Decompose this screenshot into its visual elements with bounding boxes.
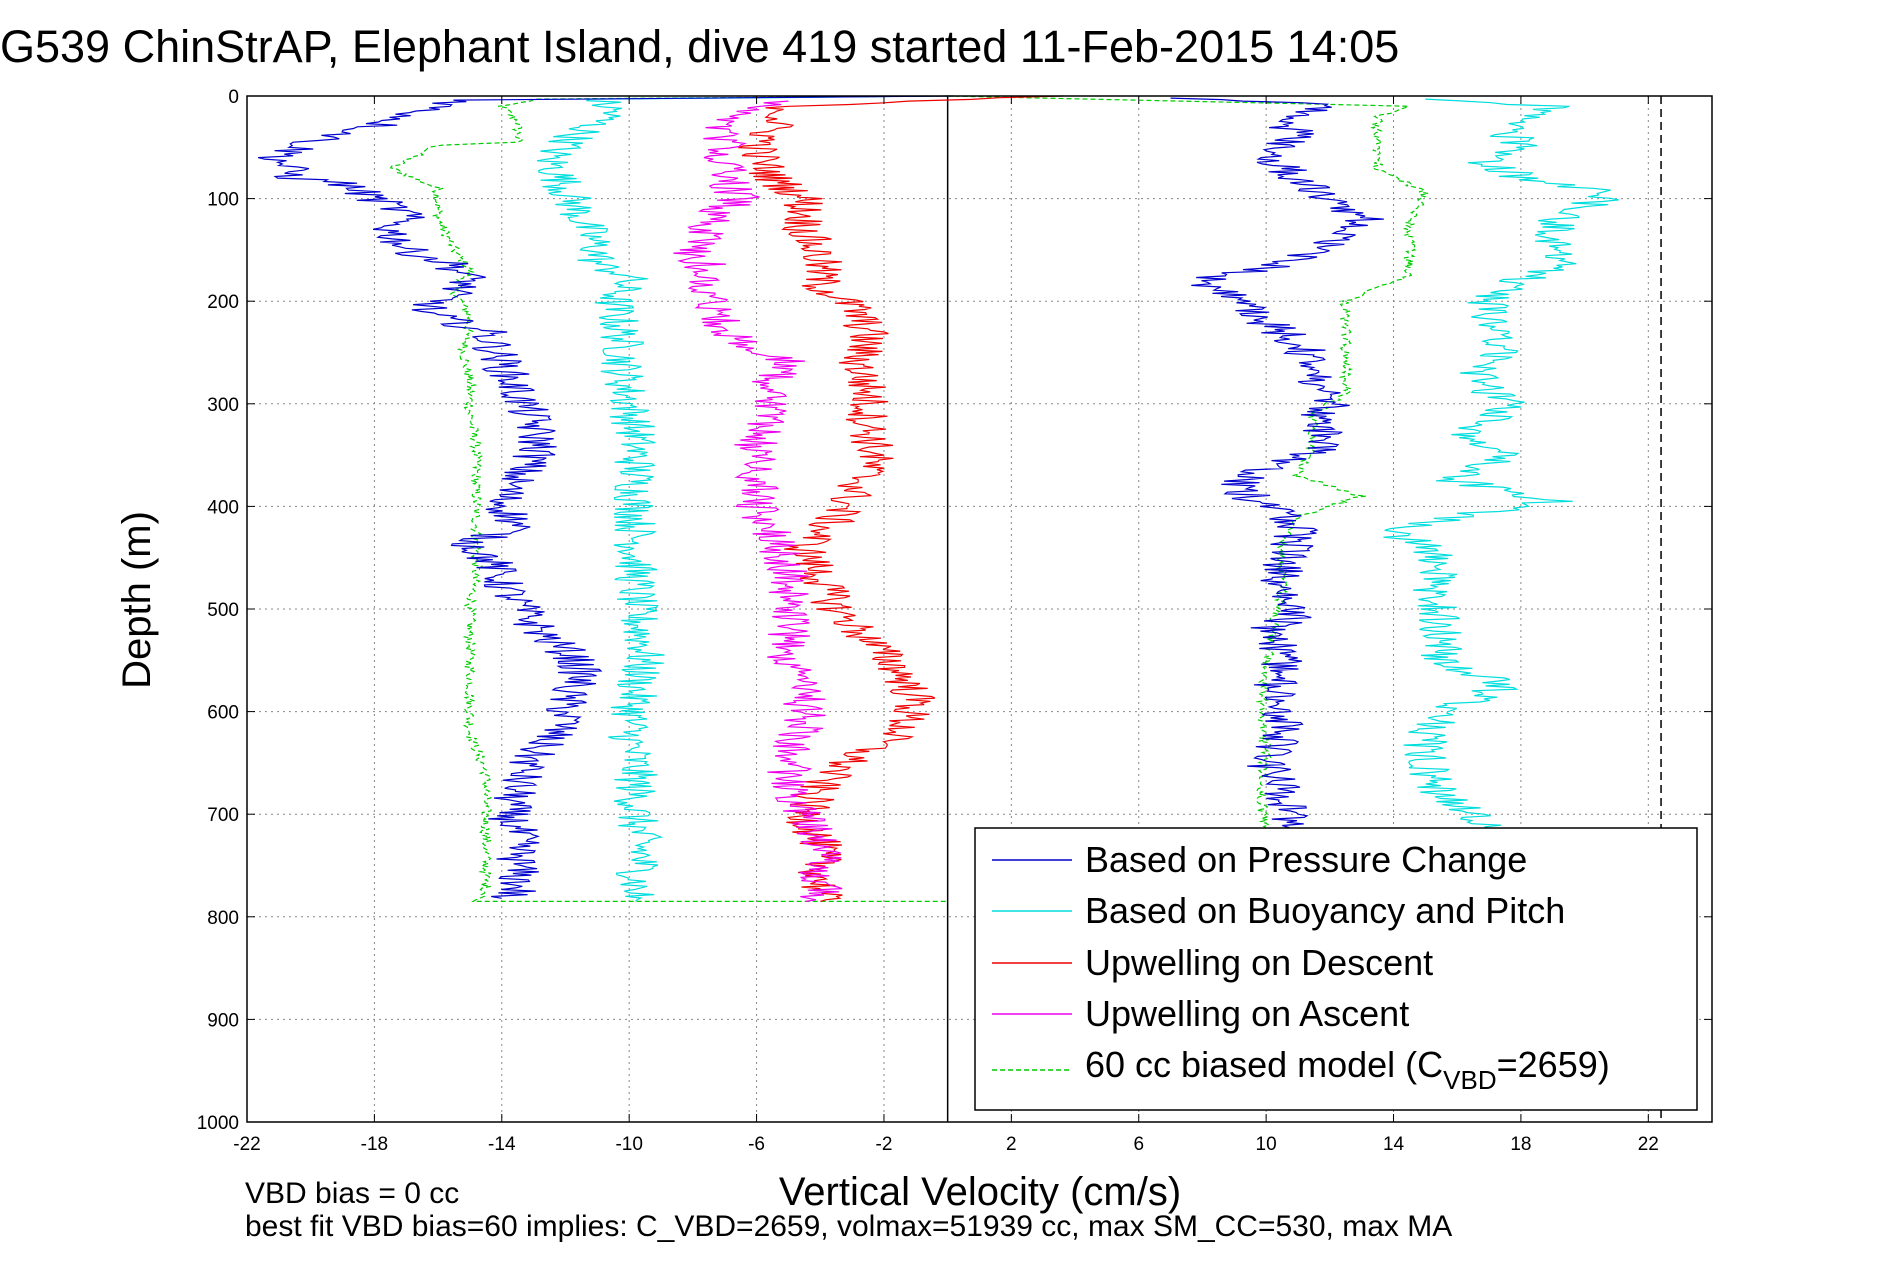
legend-label-tail: =2659) bbox=[1497, 1044, 1610, 1085]
y-tick-label-4: 400 bbox=[207, 497, 239, 518]
x-tick-label-10: 18 bbox=[1510, 1134, 1531, 1155]
y-axis-ticks: 0 100 200 300 400 500 600 700 800 900 1000 bbox=[197, 87, 1712, 1134]
y-tick-label-10: 1000 bbox=[197, 1113, 239, 1134]
series-1 bbox=[536, 95, 1619, 902]
x-axis-label: Vertical Velocity (cm/s) bbox=[779, 1170, 1181, 1214]
reference-lines bbox=[946, 96, 1662, 1122]
legend-label-2: Upwelling on Descent bbox=[1085, 942, 1433, 983]
chart-title: G539 ChinStrAP, Elephant Island, dive 41… bbox=[0, 21, 1399, 72]
annotation-best-fit: best fit VBD bias=60 implies: C_VBD=2659… bbox=[245, 1210, 1452, 1243]
x-tick-label-6: 2 bbox=[1006, 1134, 1017, 1155]
legend-box bbox=[974, 827, 1698, 1111]
series-1-descent-line bbox=[536, 95, 929, 902]
legend-label-3: Upwelling on Ascent bbox=[1085, 993, 1409, 1034]
y-tick-label-7: 700 bbox=[207, 805, 239, 826]
x-tick-label-9: 14 bbox=[1383, 1134, 1405, 1155]
series-2-line-line bbox=[738, 95, 1064, 902]
series-4 bbox=[389, 95, 1429, 902]
x-tick-label-3: -10 bbox=[615, 1134, 642, 1155]
x-tick-label-2: -14 bbox=[488, 1134, 516, 1155]
x-tick-label-4: -6 bbox=[748, 1134, 765, 1155]
y-tick-label-3: 300 bbox=[207, 395, 239, 416]
y-tick-label-6: 600 bbox=[207, 703, 239, 724]
x-tick-label-8: 10 bbox=[1256, 1134, 1277, 1155]
x-axis-ticks: -22 -18 -14 -10 -6 -2 2 6 10 14 18 22 bbox=[233, 96, 1659, 1155]
series-4-descent-line bbox=[389, 95, 950, 902]
y-tick-label-1: 100 bbox=[207, 190, 239, 211]
y-tick-label-0: 0 bbox=[228, 87, 239, 108]
x-tick-label-7: 6 bbox=[1133, 1134, 1144, 1155]
series-3 bbox=[673, 100, 843, 902]
x-tick-label-11: 22 bbox=[1638, 1134, 1659, 1155]
series-2 bbox=[738, 95, 1064, 902]
y-axis-label: Depth (m) bbox=[115, 511, 159, 689]
series-layer bbox=[257, 95, 1619, 902]
y-tick-label-8: 800 bbox=[207, 908, 239, 929]
y-tick-label-5: 500 bbox=[207, 600, 239, 621]
series-4-ascent-line bbox=[947, 95, 1429, 902]
legend-label-1: Based on Buoyancy and Pitch bbox=[1085, 890, 1565, 931]
legend: Based on Pressure Change Based on Buoyanc… bbox=[974, 827, 1698, 1111]
x-tick-label-5: -2 bbox=[876, 1134, 893, 1155]
series-0 bbox=[257, 95, 1384, 902]
x-tick-label-0: -22 bbox=[233, 1134, 260, 1155]
series-1-ascent-line bbox=[1383, 98, 1619, 902]
y-tick-label-2: 200 bbox=[207, 292, 239, 313]
series-0-ascent-line bbox=[1170, 97, 1384, 902]
annotation-vbd-bias: VBD bias = 0 cc bbox=[245, 1177, 459, 1210]
legend-label-0: Based on Pressure Change bbox=[1085, 839, 1527, 880]
x-tick-label-1: -18 bbox=[361, 1134, 388, 1155]
series-0-descent-line bbox=[257, 95, 954, 899]
y-tick-label-9: 900 bbox=[207, 1010, 239, 1031]
legend-label-subscript: VBD bbox=[1443, 1065, 1496, 1095]
series-3-line-line bbox=[673, 100, 843, 902]
